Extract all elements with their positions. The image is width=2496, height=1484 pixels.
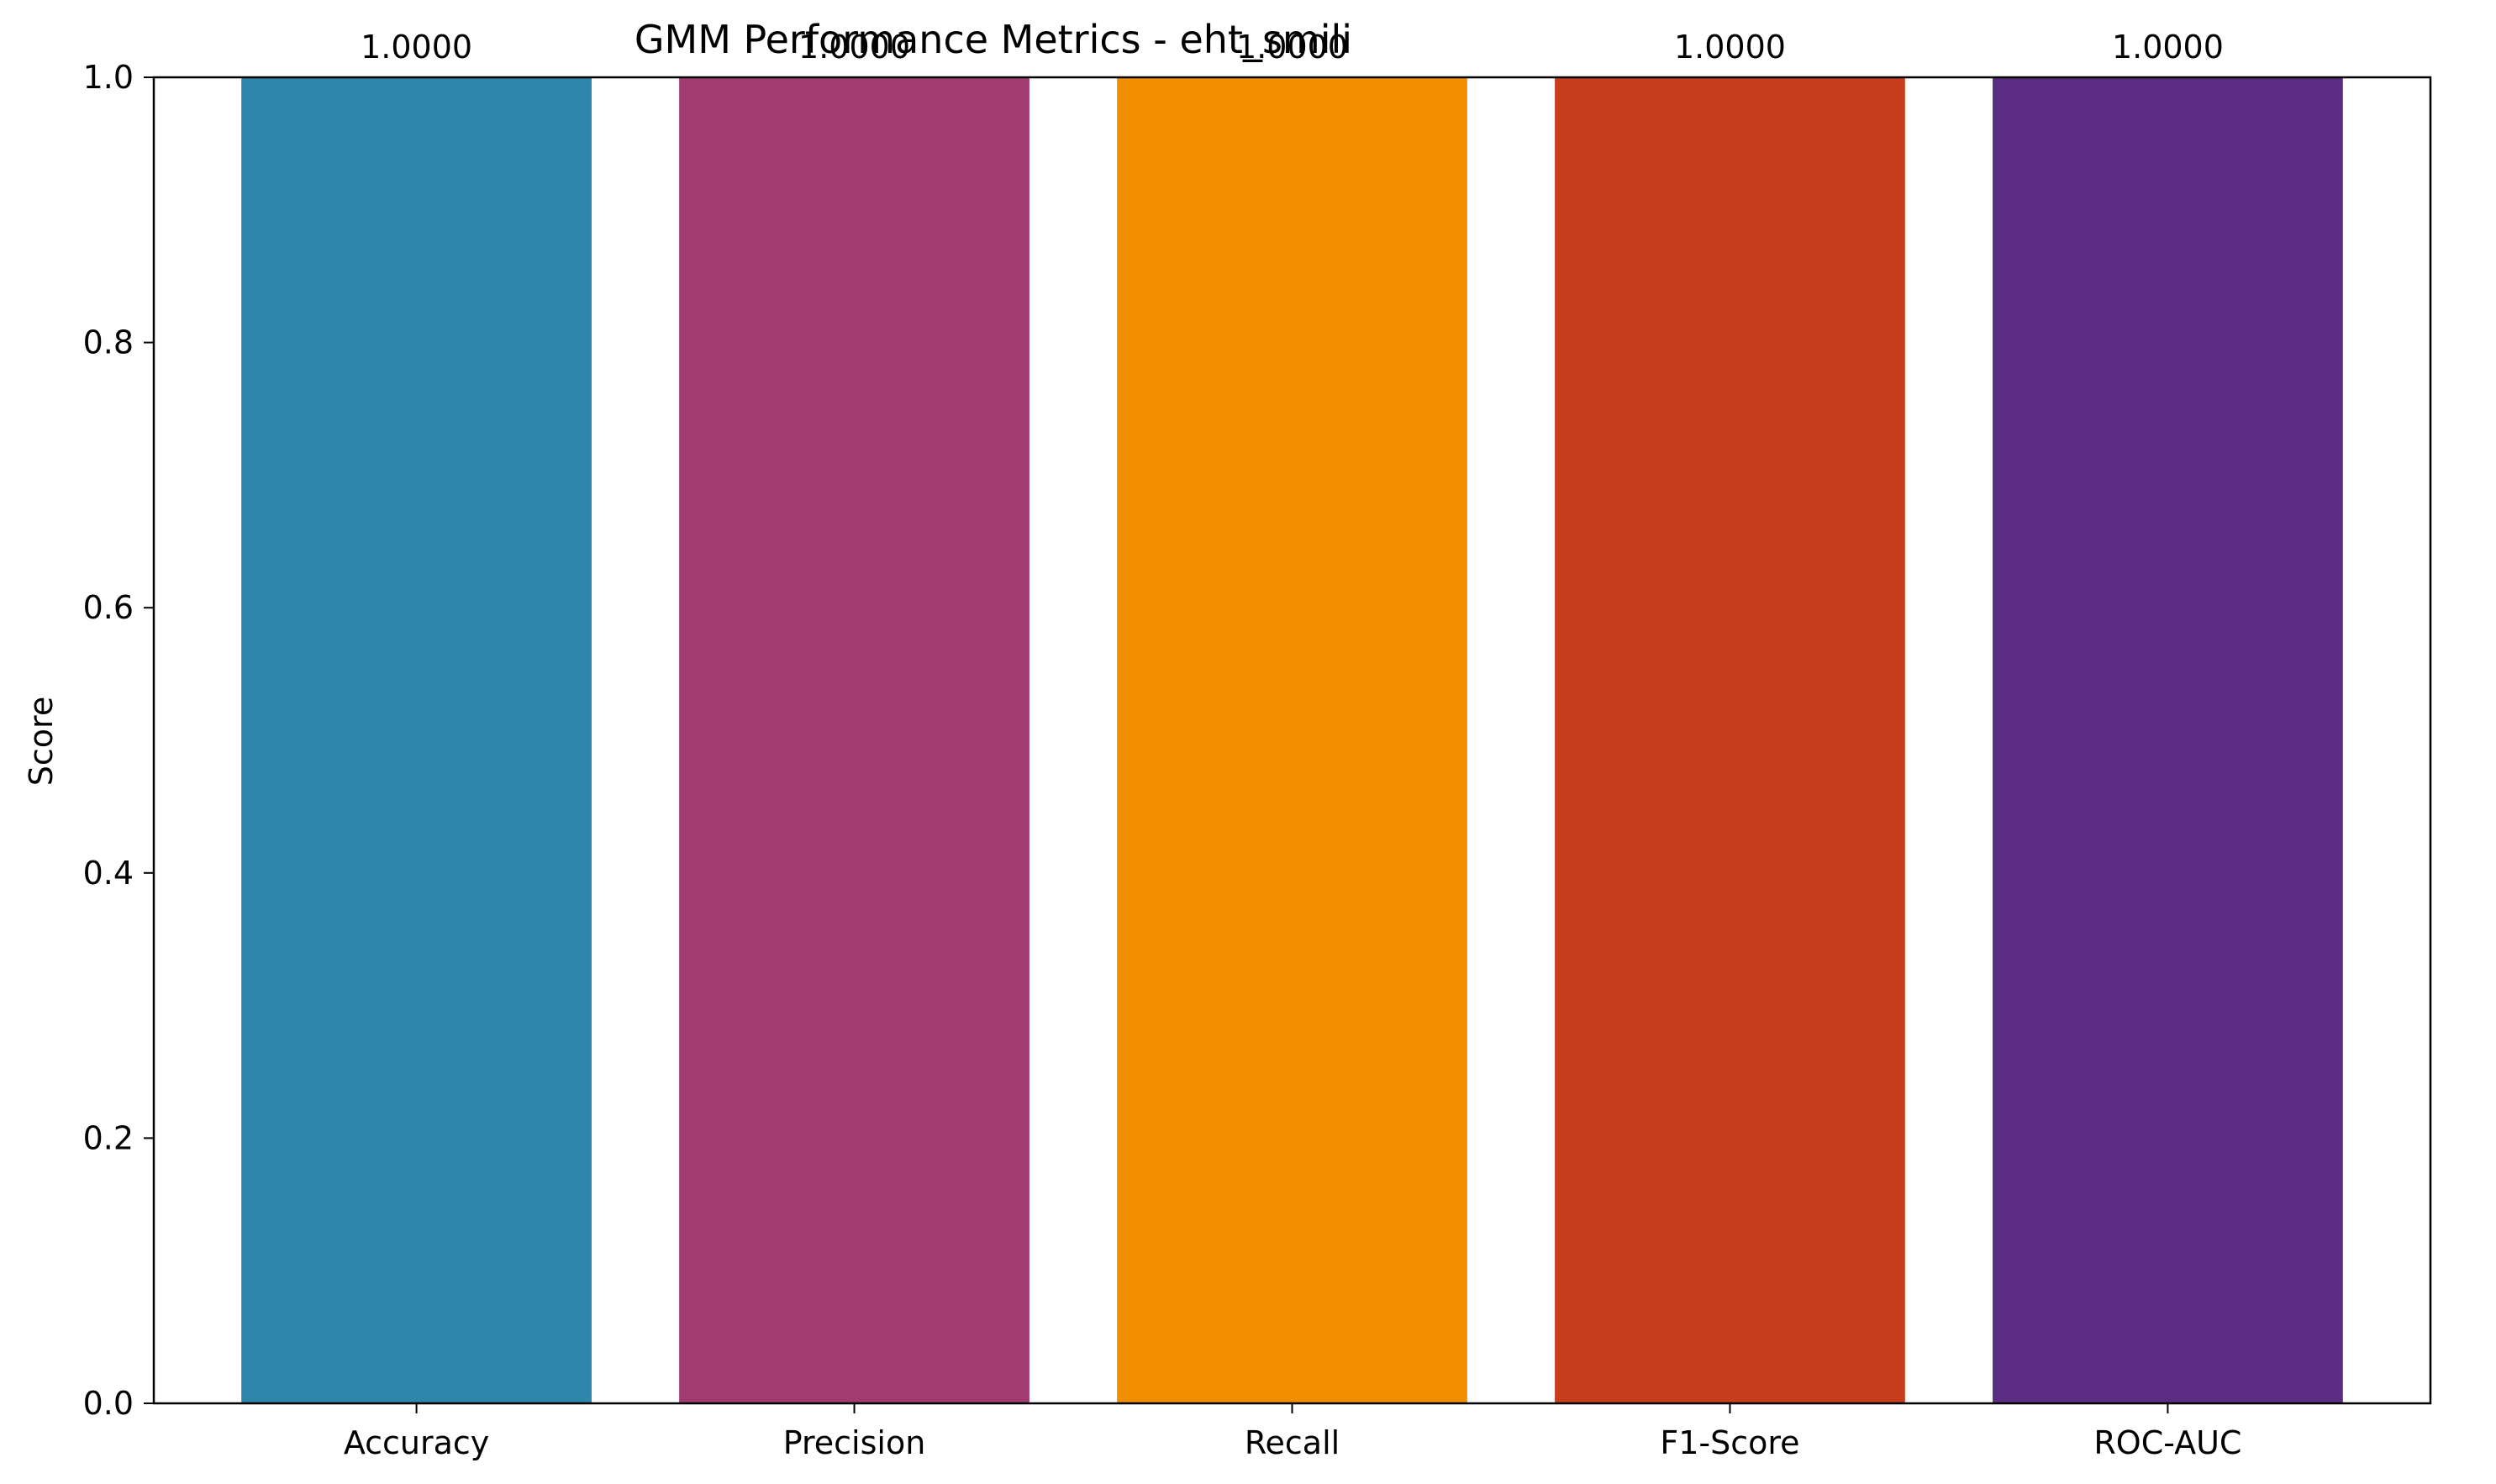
bars-layer: [241, 77, 2343, 1403]
bar-accuracy: [241, 77, 592, 1403]
bar-roc-auc: [1993, 77, 2343, 1403]
y-axis-label: Score: [23, 697, 60, 786]
data-label: 1.0000: [361, 29, 472, 66]
data-label: 1.0000: [1236, 29, 1348, 66]
y-tick-label: 0.8: [83, 324, 134, 361]
bar-recall: [1117, 77, 1467, 1403]
chart-title: GMM Performance Metrics - eht_smili: [635, 17, 1352, 62]
x-tick-label: Accuracy: [344, 1424, 490, 1461]
data-label: 1.0000: [2112, 29, 2224, 66]
plot-frame: [152, 76, 2432, 1405]
x-tick-label: Recall: [1245, 1424, 1340, 1461]
x-tick-label: ROC-AUC: [2093, 1424, 2241, 1461]
y-axis: 0.0 0.2 0.4 0.6 0.8 1.0: [83, 59, 154, 1422]
bar-f1-score: [1555, 77, 1905, 1403]
y-tick-label: 0.0: [83, 1385, 134, 1422]
bar-precision: [679, 77, 1029, 1403]
y-tick-label: 0.6: [83, 589, 134, 626]
y-tick-label: 1.0: [83, 59, 134, 96]
data-label: 1.0000: [1674, 29, 1786, 66]
x-axis: Accuracy Precision Recall F1-Score ROC-AUC: [344, 1403, 2241, 1461]
data-label: 1.0000: [798, 29, 910, 66]
x-tick-label: Precision: [783, 1424, 926, 1461]
data-labels: 1.0000 1.0000 1.0000 1.0000 1.0000: [361, 29, 2224, 66]
x-tick-label: F1-Score: [1660, 1424, 1799, 1461]
y-tick-label: 0.4: [83, 855, 134, 892]
y-tick-label: 0.2: [83, 1119, 134, 1156]
